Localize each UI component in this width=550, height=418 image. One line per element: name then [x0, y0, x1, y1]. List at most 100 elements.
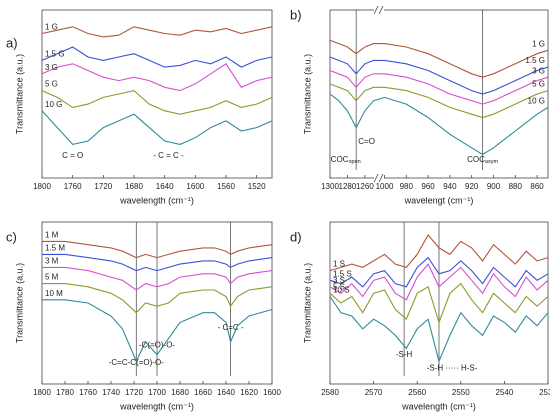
- annotation: C = O: [62, 151, 83, 160]
- annotation-text: COC: [467, 155, 485, 164]
- annotation: COCasym: [467, 155, 498, 165]
- x-tick-label: 1560: [217, 182, 235, 191]
- panel-label: b): [290, 7, 302, 22]
- spectrum-line: [329, 282, 549, 325]
- annotation: - C=C -: [218, 323, 244, 332]
- series-label: 10 M: [45, 289, 63, 298]
- series-label: 1 S: [333, 260, 345, 269]
- annotation-text: COC: [331, 155, 349, 164]
- x-tick-label: 1260: [356, 182, 374, 191]
- series-label: 1.5 M: [45, 244, 65, 253]
- spectrum-line: [41, 46, 273, 68]
- annotation: C=O: [358, 137, 375, 146]
- spectrum-line: [329, 83, 549, 119]
- spectrum-line: [42, 266, 273, 291]
- panel-label: d): [290, 229, 302, 244]
- annotation: -S-H: [396, 350, 413, 359]
- x-tick-label: 1600: [186, 182, 204, 191]
- series-label: 1 G: [45, 23, 58, 32]
- x-tick-label: 1800: [33, 182, 51, 191]
- x-tick-label: 880: [509, 182, 523, 191]
- spectrum-line: [329, 69, 549, 105]
- series-label: 3 S: [333, 276, 345, 285]
- spectrum-line: [329, 234, 549, 272]
- spectrum-line: [41, 26, 273, 38]
- series-label: 5 M: [45, 273, 59, 282]
- series-label: 3 G: [532, 66, 545, 75]
- x-tick-label: 1680: [171, 388, 189, 397]
- x-tick-label: 2550: [452, 388, 470, 397]
- annotation: -C(=O)-O-: [139, 341, 176, 350]
- spectrum-line: [41, 90, 273, 115]
- axis-break-mark: [378, 173, 384, 183]
- x-axis-label: wavelength (cm⁻¹): [401, 401, 476, 411]
- annotation: -C=C-C(=O)-O-: [109, 358, 164, 367]
- y-axis-label: Transmittance (a.u.): [302, 263, 312, 343]
- axis-break-mark: [373, 5, 379, 15]
- annotation-subscript: asym: [485, 159, 499, 165]
- x-tick-label: 940: [443, 182, 457, 191]
- series-label: 10 G: [528, 97, 545, 106]
- series-label: 10 S: [333, 286, 349, 295]
- series-label: 10 G: [45, 100, 62, 109]
- annotation-subscript: open: [348, 159, 360, 165]
- annotation: -S-H ····· H-S-: [427, 364, 478, 373]
- panel-label: a): [6, 35, 18, 50]
- x-tick-label: 1720: [94, 182, 112, 191]
- spectrum-line: [329, 296, 549, 364]
- spectrum-line: [41, 63, 273, 92]
- x-tick-label: 2580: [321, 388, 339, 397]
- series-label: 1 M: [45, 231, 59, 240]
- plot-frame: [41, 9, 273, 179]
- x-tick-label: 920: [465, 182, 479, 191]
- spectrum-line: [41, 110, 273, 146]
- x-tick-label: 1520: [248, 182, 266, 191]
- x-tick-label: 900: [487, 182, 501, 191]
- x-tick-label: 1640: [217, 388, 235, 397]
- x-tick-label: 2530: [539, 388, 550, 397]
- x-tick-label: 1760: [64, 182, 82, 191]
- x-tick-label: 1640: [156, 182, 174, 191]
- annotation: - C = C -: [153, 151, 184, 160]
- x-tick-label: 980: [400, 182, 414, 191]
- annotation: COCopen: [331, 155, 361, 165]
- x-tick-label: 1620: [240, 388, 258, 397]
- x-tick-label: 1740: [102, 388, 120, 397]
- axis-break-gap: [374, 8, 385, 12]
- plot-frame: [329, 9, 549, 179]
- spectrum-line: [329, 56, 549, 95]
- axis-break-gap: [374, 176, 385, 180]
- spectrum-line: [42, 253, 273, 272]
- x-tick-label: 1800: [33, 388, 51, 397]
- panel-label: c): [6, 229, 17, 244]
- series-label: 5 G: [45, 80, 58, 89]
- spectrum-line: [329, 93, 549, 156]
- axis-break-mark: [373, 173, 379, 183]
- x-tick-label: 1760: [79, 388, 97, 397]
- spectrum-line: [42, 299, 273, 363]
- x-axis-label: wavelength (cm⁻¹): [119, 195, 194, 205]
- x-tick-label: 1600: [263, 388, 281, 397]
- x-tick-label: 1000: [376, 182, 394, 191]
- x-tick-label: 1700: [148, 388, 166, 397]
- series-label: 3 G: [45, 63, 58, 72]
- x-tick-label: 1780: [56, 388, 74, 397]
- annotation-text: C=O: [358, 137, 375, 146]
- series-label: 1.5 G: [525, 56, 545, 65]
- series-label: 1 G: [532, 39, 545, 48]
- spectrum-line: [42, 283, 273, 314]
- series-label: 3 M: [45, 256, 59, 265]
- x-tick-label: 2540: [496, 388, 514, 397]
- spectrum-line: [329, 263, 549, 301]
- y-axis-label: Transmittance (a.u.): [302, 54, 312, 134]
- x-axis-label: wavelengt (cm⁻¹): [404, 195, 474, 205]
- x-tick-label: 1680: [125, 182, 143, 191]
- x-tick-label: 1720: [125, 388, 143, 397]
- x-tick-label: 1280: [339, 182, 357, 191]
- series-label: 1.5 G: [45, 50, 65, 59]
- axis-break-mark: [378, 5, 384, 15]
- x-tick-label: 2570: [365, 388, 383, 397]
- x-tick-label: 2560: [408, 388, 426, 397]
- spectrum-line: [329, 256, 549, 288]
- series-label: 1.5 S: [333, 269, 352, 278]
